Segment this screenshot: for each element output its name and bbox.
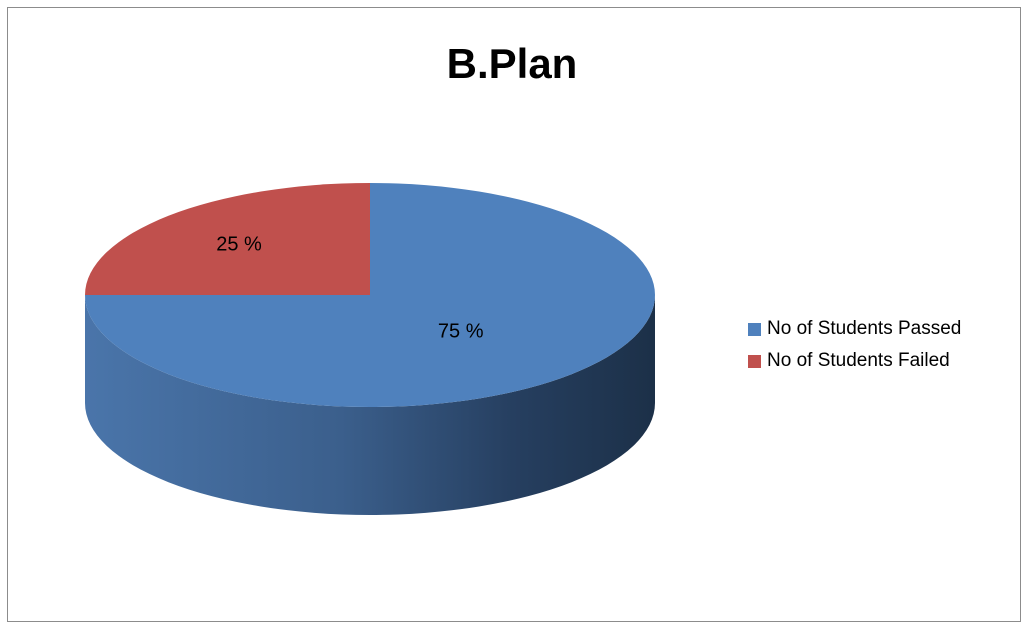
legend-swatch-passed xyxy=(748,322,761,336)
legend-label-failed: No of Students Failed xyxy=(767,350,950,371)
pie-chart: 75 % 25 % xyxy=(85,183,655,515)
pie-slice-failed xyxy=(85,183,370,295)
legend-item-failed: No of Students Failed xyxy=(748,348,961,374)
legend-swatch-failed xyxy=(748,354,761,368)
legend-item-passed: No of Students Passed xyxy=(748,316,961,342)
data-label-passed: 75 % xyxy=(438,321,484,343)
data-label-failed: 25 % xyxy=(216,234,262,256)
legend-label-passed: No of Students Passed xyxy=(767,318,962,339)
chart-title: B.Plan xyxy=(446,40,578,87)
legend: No of Students Passed No of Students Fai… xyxy=(748,316,961,380)
pie-side-passed xyxy=(85,295,655,515)
